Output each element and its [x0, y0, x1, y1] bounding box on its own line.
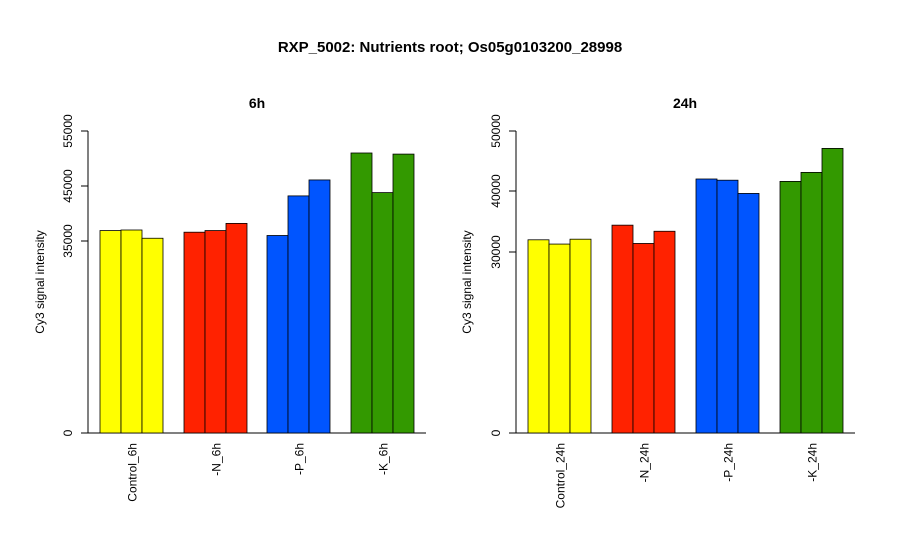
panel-6h: 6h Cy3 signal intensity 0 35000 45000 55000 Co… — [33, 95, 426, 502]
bar — [695, 178, 718, 434]
y-axis-label: Cy3 signal intensity — [33, 230, 47, 333]
x-tick-label: -N_24h — [638, 443, 652, 482]
bar — [371, 192, 394, 434]
y-tick-label: 40000 — [489, 174, 503, 208]
bar — [716, 179, 739, 434]
panel-title: 24h — [673, 95, 697, 111]
chart-title: RXP_5002: Nutrients root; Os05g0103200_2… — [277, 39, 623, 56]
bar — [266, 235, 289, 434]
bar — [821, 147, 844, 434]
bar — [120, 229, 143, 434]
x-tick-label: Control_6h — [126, 443, 140, 502]
x-tick-label: -P_6h — [293, 443, 307, 475]
y-tick-label: 55000 — [61, 114, 75, 148]
bar — [225, 222, 248, 434]
y-tick-label: 0 — [61, 429, 75, 436]
x-tick-label: -K_6h — [377, 443, 391, 475]
y-tick-label: 35000 — [61, 224, 75, 258]
bar — [183, 231, 206, 434]
bar — [611, 224, 634, 434]
bar — [392, 153, 415, 434]
x-tick-label: Control_24h — [554, 443, 568, 508]
x-tick-label: -P_24h — [722, 443, 736, 482]
bar — [737, 193, 760, 434]
y-tick-label: 0 — [489, 429, 503, 436]
bar — [350, 152, 373, 434]
bar — [204, 230, 227, 434]
panel-24h: 24h Cy3 signal intensity 0 30000 40000 50000 C… — [460, 95, 855, 508]
bar — [632, 243, 655, 434]
y-axis-label: Cy3 signal intensity — [460, 230, 474, 333]
bar — [527, 239, 550, 434]
bar — [653, 230, 676, 434]
y-tick-label: 30000 — [489, 235, 503, 269]
y-tick-label: 45000 — [61, 169, 75, 203]
bar — [779, 180, 802, 434]
bar — [141, 237, 164, 434]
x-tick-label: -K_24h — [806, 443, 820, 482]
bar — [287, 195, 310, 434]
panel-title: 6h — [249, 95, 265, 111]
bar — [800, 171, 823, 434]
bar — [569, 238, 592, 434]
y-tick-label: 50000 — [489, 114, 503, 148]
bar — [308, 179, 331, 434]
bar — [548, 243, 571, 434]
bar — [99, 230, 122, 434]
x-tick-label: -N_6h — [210, 443, 224, 476]
